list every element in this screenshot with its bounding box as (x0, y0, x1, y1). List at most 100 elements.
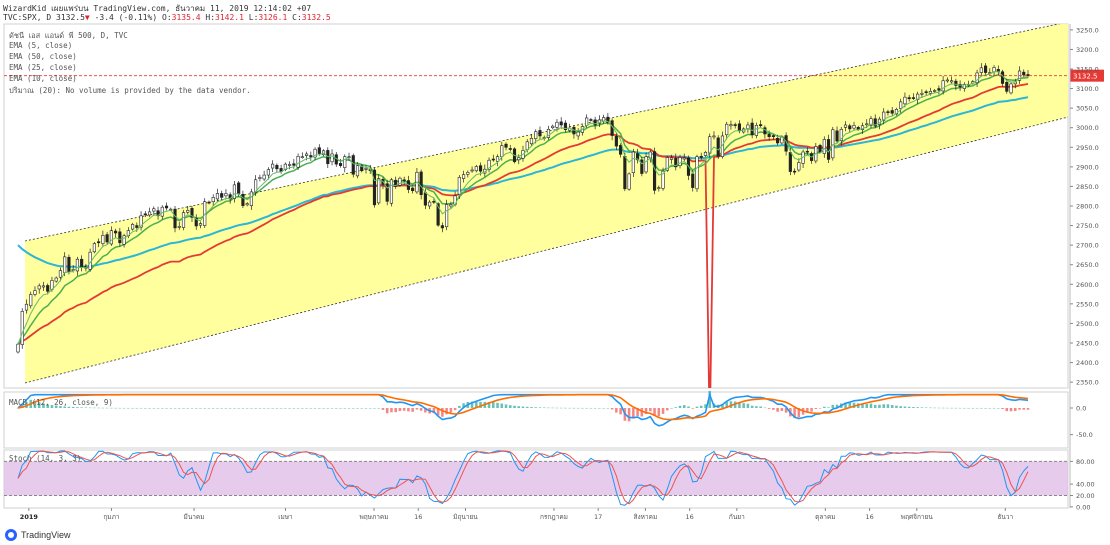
candle-body (627, 173, 631, 190)
candle-body (360, 165, 364, 172)
candle-body (355, 165, 360, 177)
candle-body (41, 285, 46, 288)
candle (1009, 82, 1013, 95)
candle (46, 283, 50, 295)
macd-histogram-bar (194, 407, 198, 409)
candle-body (873, 118, 877, 127)
candle-body (678, 157, 682, 166)
open-label: O: (162, 13, 172, 22)
macd-histogram-bar (797, 408, 801, 418)
macd-histogram-bar (508, 405, 512, 408)
macd-histogram-bar (793, 408, 796, 419)
candle-body (232, 184, 237, 199)
y-tick-label: 3250.0 (1076, 26, 1099, 34)
candle (716, 135, 720, 160)
channel-upper-line (24, 24, 1061, 242)
macd-histogram-bar (742, 403, 745, 408)
y-tick-label: 2750.0 (1076, 222, 1099, 230)
candle-body (920, 92, 924, 95)
candle (419, 169, 423, 200)
macd-histogram-bar (139, 407, 143, 409)
candle (843, 121, 848, 132)
macd-histogram-bar (152, 407, 156, 409)
macd-label[interactable]: MACD (12, 26, close, 9) (9, 398, 113, 407)
candle-body (1022, 71, 1026, 76)
macd-histogram-bar (653, 408, 656, 416)
macd-histogram-bar (500, 403, 504, 408)
ema50-label[interactable]: EMA (50, close) (9, 52, 77, 61)
candle (58, 267, 63, 282)
candle (631, 148, 635, 178)
macd-histogram-bar (920, 407, 924, 408)
candle (644, 152, 648, 174)
candle-body (462, 174, 466, 179)
macd-histogram-bar (436, 408, 440, 416)
candle-body (822, 139, 826, 154)
ema25-label[interactable]: EMA (25, close) (9, 63, 77, 72)
candle (589, 117, 593, 122)
macd-histogram-bar (963, 407, 966, 409)
macd-histogram-bar (776, 408, 779, 412)
macd-histogram-bar (169, 407, 173, 409)
candle-body (941, 80, 945, 92)
candle (470, 166, 474, 173)
candle-body (767, 134, 771, 138)
candle-body (924, 91, 928, 94)
macd-histogram-bar (419, 408, 423, 411)
candle (114, 228, 118, 238)
candle (661, 167, 665, 191)
candle (92, 242, 96, 254)
macd-histogram-bar (576, 407, 580, 409)
candle-body (474, 166, 478, 172)
macd-histogram-bar (76, 407, 79, 408)
candle-body (487, 159, 491, 170)
candle (733, 122, 737, 129)
macd-histogram-bar (284, 408, 287, 409)
candle (16, 342, 20, 354)
candle (466, 170, 470, 178)
y-tick-label: 2400.0 (1076, 359, 1099, 367)
volume-label[interactable]: ปริมาณ (20): No volume is provided by th… (9, 86, 251, 95)
macd-histogram-bar (402, 408, 406, 411)
candle-body (143, 213, 147, 216)
candle (797, 158, 801, 172)
candle (886, 109, 890, 116)
macd-histogram-bar (670, 407, 673, 409)
macd-histogram-bar (504, 404, 508, 408)
ema10-label[interactable]: EMA (10, close) (9, 74, 77, 83)
y-tick-label: 3000.0 (1076, 124, 1099, 132)
ema5-label[interactable]: EMA (5, close) (9, 41, 73, 50)
macd-histogram-bar (326, 408, 330, 409)
macd-histogram-bar (487, 401, 491, 408)
candle (462, 170, 466, 183)
x-tick-label: 16 (686, 513, 694, 521)
candle (143, 211, 147, 217)
candle-body (80, 258, 84, 268)
candle-body (585, 117, 589, 126)
candle-body (164, 205, 169, 209)
candle-body (275, 164, 279, 170)
candle-body (194, 217, 198, 227)
candle (364, 165, 368, 174)
macd-histogram-bar (347, 408, 351, 409)
macd-histogram-bar (861, 403, 864, 408)
candle-body (92, 243, 96, 253)
macd-histogram-bar (704, 404, 707, 408)
symbol-title[interactable]: ดัชนี เอส แอนด์ พี 500, D, TVC (9, 31, 128, 40)
candle-body (911, 97, 915, 99)
stoch-label[interactable]: Stoch (14, 3, 3) (9, 454, 82, 463)
candle (1022, 69, 1026, 78)
macd-histogram-bar (54, 405, 58, 408)
candle (555, 119, 559, 132)
candle (351, 153, 355, 178)
macd-histogram-bar (84, 407, 88, 409)
macd-histogram-bar (699, 405, 703, 408)
macd-histogram-bar (343, 408, 347, 409)
macd-histogram-bar (415, 408, 419, 410)
macd-histogram-bar (725, 402, 728, 408)
macd-histogram-bar (296, 408, 300, 409)
candle (729, 120, 733, 130)
candle (636, 148, 640, 164)
candle (619, 143, 623, 158)
